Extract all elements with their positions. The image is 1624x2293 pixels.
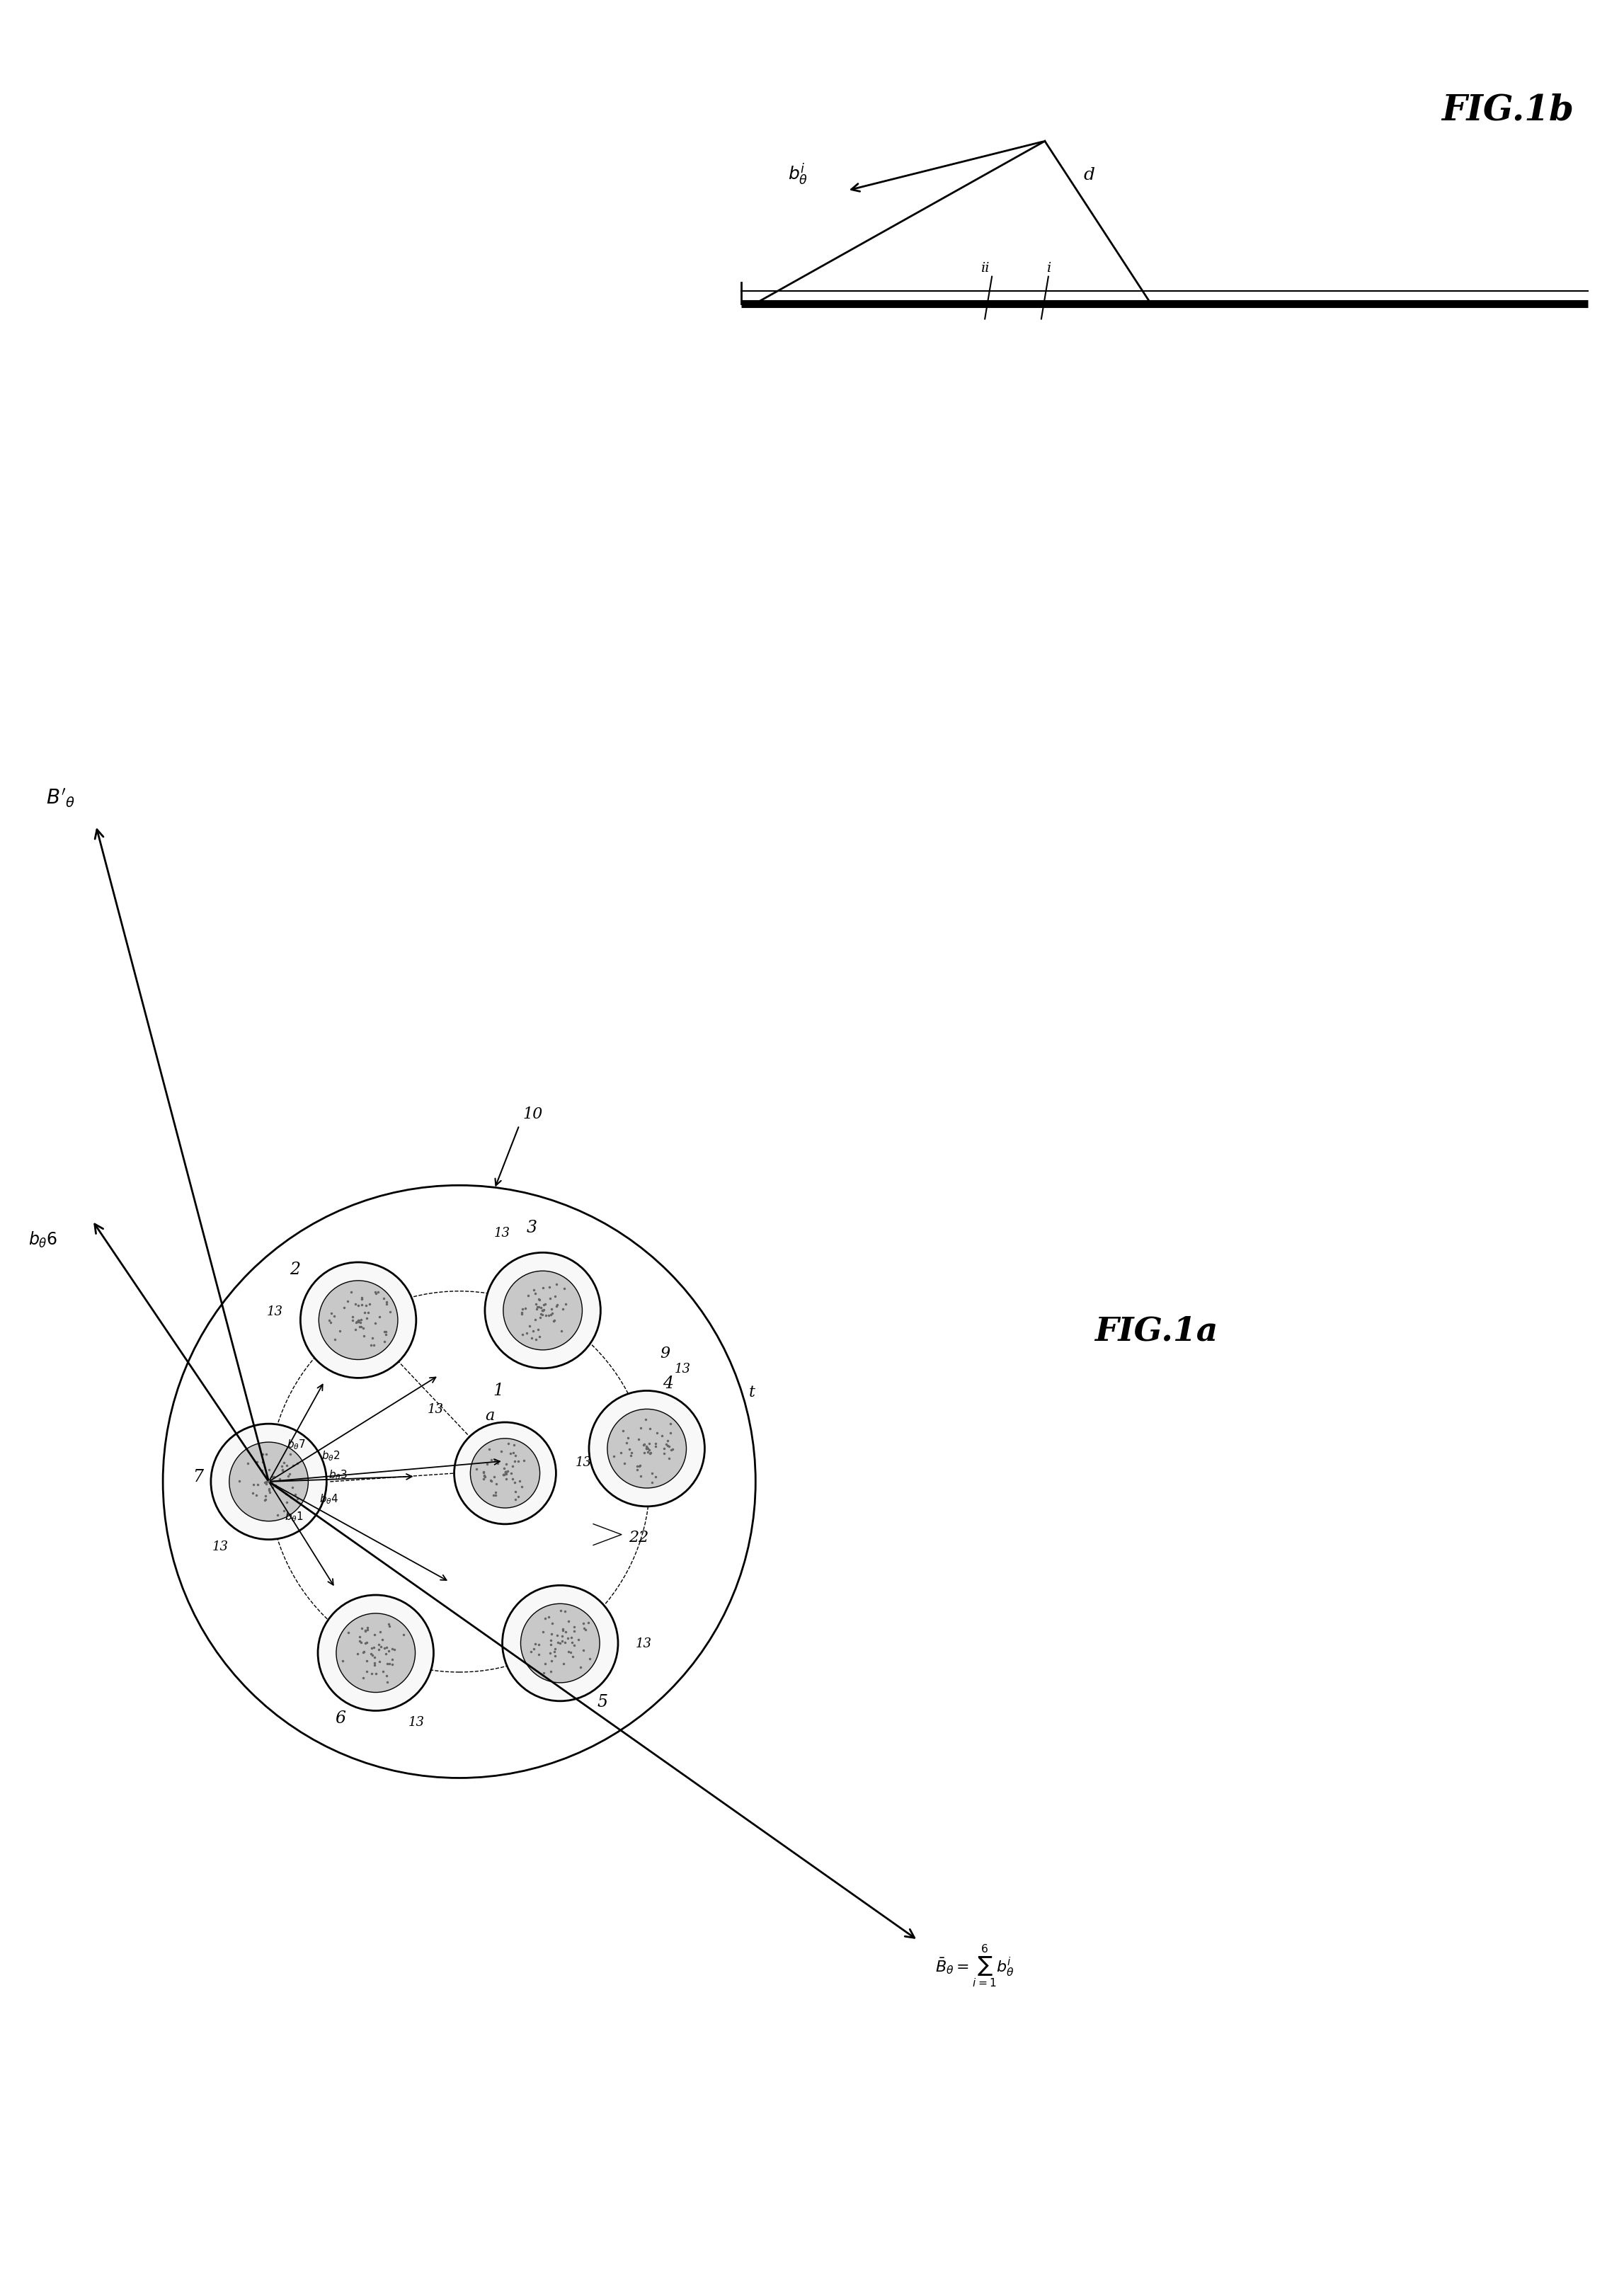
Text: 13: 13: [266, 1305, 283, 1318]
Circle shape: [318, 1279, 398, 1360]
Circle shape: [590, 1390, 705, 1507]
Text: $b_{\theta}2$: $b_{\theta}2$: [322, 1449, 341, 1463]
Text: 13: 13: [575, 1456, 591, 1470]
Text: 3: 3: [526, 1220, 538, 1236]
Circle shape: [502, 1584, 619, 1701]
Circle shape: [211, 1424, 326, 1539]
Text: 13: 13: [213, 1541, 229, 1552]
Circle shape: [471, 1438, 539, 1509]
Circle shape: [229, 1442, 309, 1520]
Text: 2: 2: [289, 1261, 300, 1277]
Text: $\bar{B}_\theta = \sum_{i=1}^{6} b_\theta^i$: $\bar{B}_\theta = \sum_{i=1}^{6} b_\thet…: [935, 1944, 1015, 1988]
Text: FIG.1b: FIG.1b: [1442, 94, 1574, 128]
Circle shape: [336, 1614, 416, 1692]
Circle shape: [318, 1596, 434, 1711]
Text: 13: 13: [494, 1227, 510, 1241]
Text: t: t: [749, 1385, 755, 1401]
Text: 6: 6: [335, 1711, 346, 1727]
Text: i: i: [1046, 261, 1051, 275]
Circle shape: [300, 1261, 416, 1378]
Circle shape: [607, 1408, 687, 1488]
Circle shape: [521, 1603, 599, 1683]
Text: FIG.1a: FIG.1a: [1095, 1316, 1218, 1348]
Text: 7: 7: [193, 1470, 203, 1486]
Text: $B'_\theta$: $B'_\theta$: [45, 786, 75, 809]
Circle shape: [503, 1270, 583, 1351]
Text: 5: 5: [598, 1695, 607, 1711]
Text: $b_{\theta}7$: $b_{\theta}7$: [286, 1438, 305, 1451]
Text: ii: ii: [981, 261, 989, 275]
Text: 1: 1: [492, 1383, 503, 1399]
Circle shape: [455, 1422, 555, 1525]
Text: 10: 10: [523, 1105, 542, 1121]
Text: 13: 13: [674, 1362, 690, 1376]
Text: $b_\theta^i$: $b_\theta^i$: [788, 161, 807, 186]
Text: 13: 13: [408, 1715, 424, 1729]
Circle shape: [486, 1252, 601, 1369]
Text: 13: 13: [637, 1637, 653, 1651]
Text: 13: 13: [427, 1403, 443, 1417]
Text: 22: 22: [628, 1529, 648, 1545]
Text: 15: 15: [333, 1277, 352, 1293]
Text: $b_{\theta}4$: $b_{\theta}4$: [320, 1493, 339, 1507]
Text: a: a: [486, 1408, 495, 1424]
Text: 9: 9: [661, 1346, 671, 1362]
Text: $b_{\theta}1$: $b_{\theta}1$: [284, 1511, 304, 1525]
Text: $b_{\theta}3$: $b_{\theta}3$: [328, 1468, 348, 1481]
Text: 4: 4: [663, 1376, 674, 1392]
Text: d: d: [1083, 167, 1095, 183]
Text: $b_{\theta}6$: $b_{\theta}6$: [28, 1231, 57, 1250]
